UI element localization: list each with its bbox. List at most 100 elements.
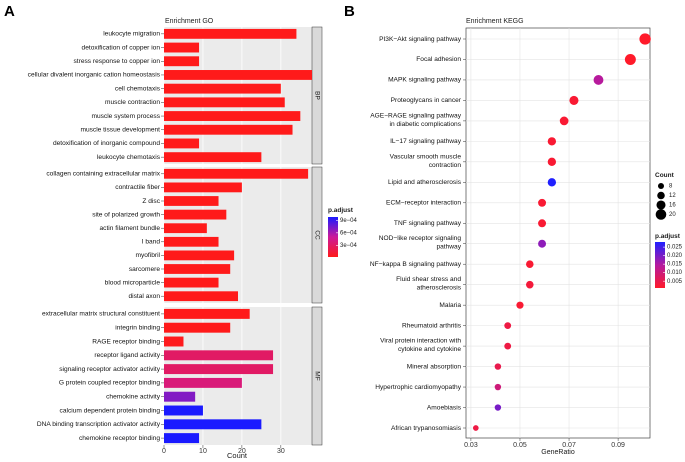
go-legend-tick-label: 3e−04: [340, 243, 358, 249]
kegg-category-label: Rheumatoid arthritis: [402, 322, 462, 329]
kegg-legend-tick-label: 0.005: [667, 279, 683, 285]
kegg-legend-tick-label: 0.015: [667, 262, 683, 268]
kegg-dot-plot: 0.03 0.05 0.07 0.09 PI3K−Akt signaling pathw…: [370, 27, 651, 449]
kegg-dot: [526, 260, 534, 268]
kegg-dot: [538, 198, 547, 207]
kegg-legend-tick-label: 0.025: [667, 245, 683, 251]
kegg-dot: [504, 322, 512, 330]
go-category-label: muscle system process: [91, 113, 160, 120]
go-bar: [164, 291, 238, 302]
kegg-category-label: ECM−receptor interaction: [386, 200, 461, 207]
kegg-dot: [516, 301, 524, 309]
go-category-label: receptor ligand activity: [94, 352, 160, 359]
go-bar: [164, 56, 200, 67]
go-category-label: extracellular matrix structural constitu…: [42, 311, 160, 318]
kegg-size-legend-title: Count: [655, 172, 675, 179]
kegg-dot: [526, 280, 534, 289]
kegg-dot: [639, 33, 651, 45]
kegg-legend-tick-label: 0.010: [667, 270, 683, 276]
kegg-category-label: Mineral absorption: [407, 363, 462, 370]
kegg-size-legend-label: 16: [669, 203, 676, 209]
panel-b-letter: B: [344, 3, 355, 20]
kegg-dot: [624, 53, 636, 65]
go-facet-strip-bp: [311, 26, 323, 165]
kegg-dot: [547, 178, 557, 187]
kegg-category-label: Vascular smooth muscle contraction: [390, 153, 462, 169]
go-bar: [164, 236, 219, 247]
go-color-legend: p.adjust 3e−04 6e−04 9e−04: [328, 207, 358, 257]
go-category-label: detoxification of copper ion: [82, 44, 161, 51]
go-category-label: actin filament bundle: [100, 225, 161, 232]
kegg-category-label-line: NOD−like receptor signaling: [379, 235, 462, 242]
go-category-label: calcium dependent protein binding: [60, 407, 161, 414]
kegg-category-label: AGE−RAGE signaling pathway in diabetic co…: [370, 112, 461, 128]
go-category-label: leukocyte migration: [103, 31, 160, 38]
go-bar: [164, 28, 297, 39]
go-category-label: integrin binding: [115, 324, 160, 331]
go-bar: [164, 124, 293, 135]
kegg-legend-tick-label: 0.020: [667, 253, 683, 259]
go-facet-strip-cc: [311, 166, 323, 304]
go-bar: [164, 322, 231, 333]
go-facet-label: CC: [313, 230, 320, 240]
go-bar: [164, 223, 207, 234]
kegg-chart-title: Enrichment KEGG: [466, 18, 524, 25]
go-bar: [164, 42, 200, 53]
go-category-label: RAGE receptor binding: [92, 338, 160, 345]
go-category-label: blood microparticle: [105, 279, 161, 286]
go-legend-tick-label: 9e−04: [340, 218, 358, 224]
go-category-label: I band: [142, 239, 161, 246]
go-category-label: contractile fiber: [115, 184, 161, 191]
kegg-category-label: PI3K−Akt signaling pathway: [379, 36, 462, 43]
go-legend-title: p.adjust: [328, 207, 354, 214]
go-category-label: cellular divalent inorganic cation homeo…: [28, 72, 161, 79]
go-bar: [164, 152, 262, 163]
go-category-label: site of polarized growth: [92, 211, 160, 218]
kegg-x-tick-label: 0.03: [464, 442, 478, 449]
kegg-category-label: Proteoglycans in cancer: [391, 97, 462, 104]
kegg-category-label: Amoebiasis: [427, 404, 462, 411]
kegg-x-tick-label: 0.09: [611, 442, 625, 449]
kegg-category-label-line: Vascular smooth muscle: [390, 153, 462, 160]
go-bar: [164, 264, 231, 274]
go-bar: [164, 209, 227, 220]
kegg-x-tick-label: 0.05: [513, 442, 527, 449]
go-bar: [164, 405, 203, 416]
kegg-category-label: NF−kappa B signaling pathway: [370, 261, 462, 268]
kegg-dot: [504, 342, 512, 350]
go-bar: [164, 250, 235, 261]
kegg-plot-panel: [465, 27, 651, 439]
kegg-size-legend-dot: [657, 182, 665, 190]
kegg-dot: [593, 75, 604, 85]
kegg-dot: [494, 404, 502, 411]
go-x-tick-label: 30: [277, 448, 285, 455]
kegg-size-legend-label: 20: [669, 212, 676, 218]
go-category-label: sarcomere: [129, 266, 160, 273]
go-bar: [164, 308, 250, 319]
kegg-dot: [538, 239, 547, 248]
go-bar: [164, 97, 285, 108]
kegg-category-label: Focal adhesion: [416, 56, 461, 63]
kegg-category-label-line: in diabetic complications: [390, 121, 462, 128]
panel-a-letter: A: [4, 3, 15, 20]
kegg-category-label: Fluid shear stress and atherosclerosis: [396, 276, 462, 292]
kegg-dot: [547, 137, 557, 146]
go-chart-title: Enrichment GO: [165, 18, 214, 25]
kegg-category-label: African trypanosomiasis: [391, 425, 462, 432]
kegg-x-tick-label: 0.07: [562, 442, 576, 449]
kegg-color-legend: p.adjust 0.025 0.020 0.015 0.010 0.005: [655, 233, 683, 288]
kegg-category-label: NOD−like receptor signaling pathway: [379, 235, 462, 251]
go-x-axis-label: Count: [227, 451, 248, 460]
go-category-label: Z disc: [142, 198, 160, 205]
kegg-category-label-line: cytokine and cytokine: [398, 346, 461, 353]
kegg-color-legend-title: p.adjust: [655, 233, 681, 240]
kegg-category-label-line: pathway: [436, 244, 461, 251]
kegg-size-legend-label: 12: [669, 193, 676, 199]
go-category-label: muscle tissue development: [80, 127, 160, 134]
kegg-dot: [538, 219, 547, 228]
go-bar: [164, 336, 184, 347]
go-bar: [164, 364, 274, 375]
kegg-size-legend-dot: [655, 209, 667, 220]
kegg-size-legend-label: 8: [669, 184, 673, 190]
